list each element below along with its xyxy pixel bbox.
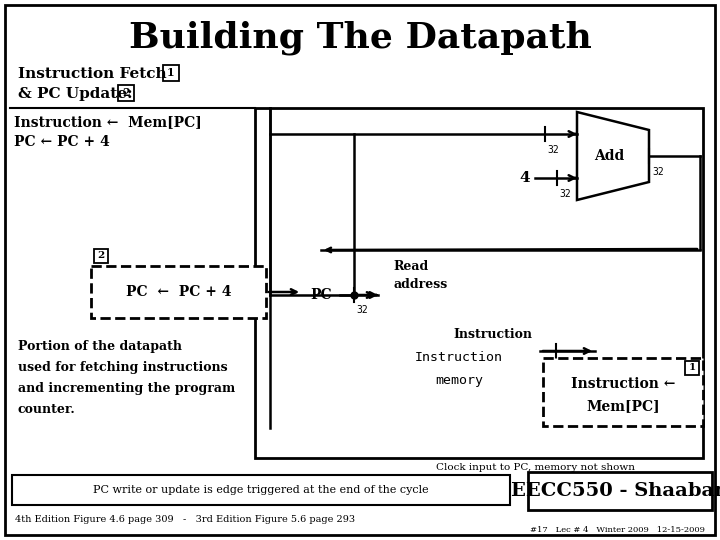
- Text: 4th Edition Figure 4.6 page 309   -   3rd Edition Figure 5.6 page 293: 4th Edition Figure 4.6 page 309 - 3rd Ed…: [15, 516, 355, 524]
- Bar: [163, 65, 179, 81]
- Text: 2: 2: [122, 87, 130, 98]
- Text: 1: 1: [167, 68, 175, 78]
- Bar: [12, 475, 510, 505]
- Bar: [302, 250, 340, 340]
- Bar: [94, 249, 108, 263]
- Bar: [528, 472, 712, 510]
- Text: Instruction ←
Mem[PC]: Instruction ← Mem[PC]: [571, 377, 675, 413]
- Text: Instruction Fetch: Instruction Fetch: [18, 67, 166, 81]
- Text: 1: 1: [688, 363, 696, 373]
- Text: 32: 32: [558, 361, 570, 371]
- Text: 32: 32: [356, 305, 368, 315]
- Text: & PC Update:: & PC Update:: [18, 87, 132, 101]
- Text: PC write or update is edge triggered at the end of the cycle: PC write or update is edge triggered at …: [93, 485, 429, 495]
- Text: 32: 32: [559, 189, 571, 199]
- Text: Clock input to PC, memory not shown: Clock input to PC, memory not shown: [436, 463, 634, 472]
- Text: Building The Datapath: Building The Datapath: [129, 21, 591, 55]
- Text: PC ← PC + 4: PC ← PC + 4: [14, 135, 109, 149]
- Text: Add: Add: [594, 149, 624, 163]
- Bar: [118, 85, 134, 101]
- Bar: [91, 266, 266, 318]
- Text: Read
address: Read address: [393, 260, 447, 291]
- Text: PC: PC: [310, 288, 332, 302]
- Polygon shape: [577, 112, 649, 200]
- Text: 32: 32: [652, 167, 664, 177]
- Bar: [378, 243, 540, 428]
- Text: 2: 2: [97, 252, 104, 260]
- Text: PC  ←  PC + 4: PC ← PC + 4: [126, 285, 231, 299]
- Bar: [685, 361, 699, 375]
- Text: Instruction ←  Mem[PC]: Instruction ← Mem[PC]: [14, 115, 202, 129]
- Bar: [255, 108, 703, 458]
- Text: EECC550 - Shaaban: EECC550 - Shaaban: [511, 482, 720, 500]
- Text: 4: 4: [519, 171, 530, 185]
- Bar: [543, 358, 703, 426]
- Text: Portion of the datapath
used for fetching instructions
and incrementing the prog: Portion of the datapath used for fetchin…: [18, 340, 235, 416]
- Text: 32: 32: [547, 145, 559, 155]
- Text: #17   Lec # 4   Winter 2009   12-15-2009: #17 Lec # 4 Winter 2009 12-15-2009: [531, 526, 706, 534]
- Text: Instruction: Instruction: [453, 328, 532, 341]
- Text: Instruction
memory: Instruction memory: [415, 351, 503, 387]
